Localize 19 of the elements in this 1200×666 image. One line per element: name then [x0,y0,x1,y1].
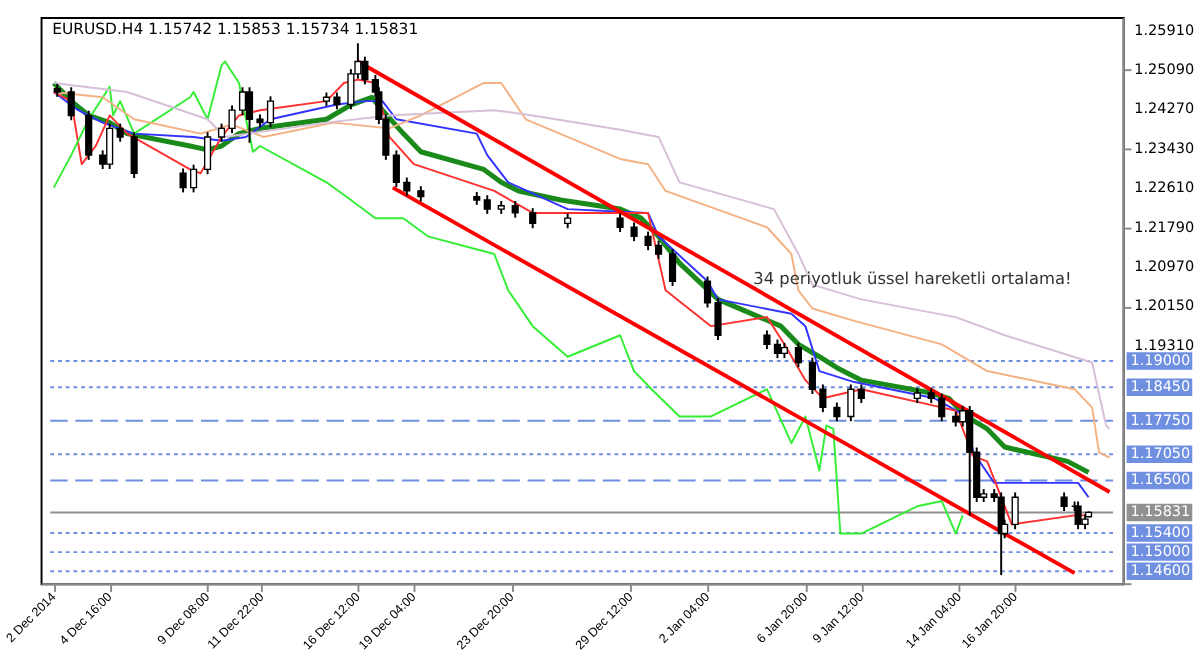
candlestick [847,383,855,423]
candlestick [668,248,677,287]
candlestick [630,221,638,243]
candlestick [116,122,124,143]
candlestick [130,131,138,180]
chart-title: EURUSD.H4 1.15742 1.15853 1.15734 1.15831 [52,20,419,39]
candlestick [966,404,974,517]
candlestick [1060,491,1068,513]
candlestick [857,383,865,405]
candlestick [1011,491,1019,531]
candlestick [833,401,841,423]
candlestick [794,341,802,369]
candlestick [85,109,93,161]
candlestick [67,86,75,122]
candlestick [106,122,114,170]
candlestick [203,131,212,176]
candlestick [529,207,537,230]
candlestick [483,194,491,215]
candlestick [616,212,624,233]
